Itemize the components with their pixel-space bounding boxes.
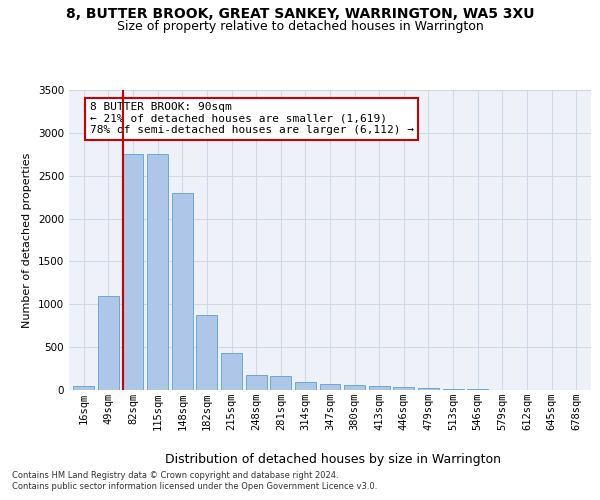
Bar [147,154,168,390]
Text: Distribution of detached houses by size in Warrington: Distribution of detached houses by size … [165,452,501,466]
Text: 8, BUTTER BROOK, GREAT SANKEY, WARRINGTON, WA5 3XU: 8, BUTTER BROOK, GREAT SANKEY, WARRINGTO… [66,8,534,22]
Bar [245,376,266,390]
Bar [172,193,193,390]
Bar [320,384,340,390]
Text: Contains HM Land Registry data © Crown copyright and database right 2024.: Contains HM Land Registry data © Crown c… [12,471,338,480]
Bar [394,388,415,390]
Bar [418,388,439,390]
Bar [270,376,291,390]
Text: 8 BUTTER BROOK: 90sqm
← 21% of detached houses are smaller (1,619)
78% of semi-d: 8 BUTTER BROOK: 90sqm ← 21% of detached … [90,102,414,135]
Text: Contains public sector information licensed under the Open Government Licence v3: Contains public sector information licen… [12,482,377,491]
Bar [73,386,94,390]
Bar [467,389,488,390]
Bar [369,386,390,390]
Bar [122,154,143,390]
Bar [98,296,119,390]
Bar [295,382,316,390]
Bar [443,388,464,390]
Bar [196,316,217,390]
Bar [221,353,242,390]
Bar [344,386,365,390]
Text: Size of property relative to detached houses in Warrington: Size of property relative to detached ho… [116,20,484,33]
Y-axis label: Number of detached properties: Number of detached properties [22,152,32,328]
